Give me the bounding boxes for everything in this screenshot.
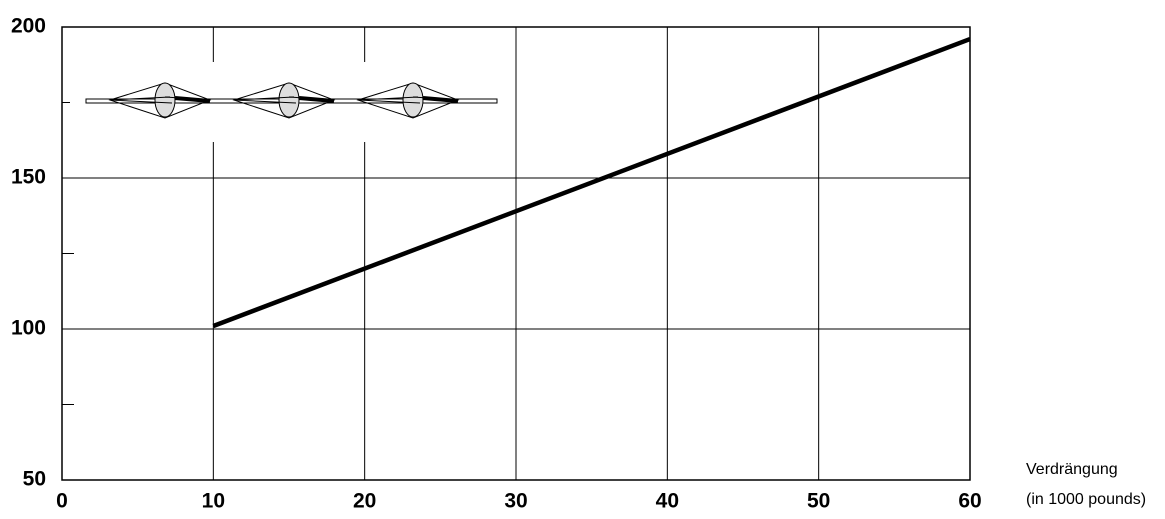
x-tick-label: 30 (504, 490, 527, 513)
chart: Verdrängung (in 1000 pounds) 0 10 20 30 40 50… (0, 0, 1165, 519)
y-tick-label: 50 (23, 468, 46, 491)
x-axis-label: (in 1000 pounds) (1026, 491, 1146, 508)
drogue-illustration (70, 62, 510, 142)
page: Verdrängung (in 1000 pounds) 0 10 20 30 40 50… (0, 0, 1165, 519)
x-axis-label: Verdrängung (1026, 461, 1118, 478)
x-tick-label: 10 (202, 490, 225, 513)
x-tick-label: 40 (656, 490, 679, 513)
y-tick-label: 150 (11, 166, 46, 189)
x-tick-label: 0 (56, 490, 68, 513)
x-tick-label: 20 (353, 490, 376, 513)
x-tick-label: 50 (807, 490, 830, 513)
y-tick-label: 100 (11, 317, 46, 340)
x-tick-label: 60 (958, 490, 981, 513)
y-tick-label: 200 (11, 15, 46, 38)
